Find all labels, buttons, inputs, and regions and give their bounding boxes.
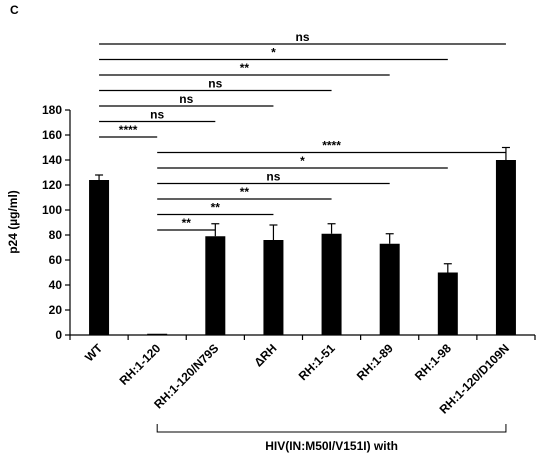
x-tick-label: RH:1-89 <box>354 341 396 383</box>
significance-label: ** <box>240 185 250 199</box>
significance-label: **** <box>119 123 138 137</box>
y-tick-label: 180 <box>42 103 62 117</box>
significance-label: **** <box>322 139 341 153</box>
error-bars <box>95 146 510 273</box>
significance-label: * <box>300 154 305 168</box>
x-tick-label: RH:1-120 <box>117 341 164 388</box>
significance-label: ns <box>295 30 309 44</box>
bars <box>89 160 516 335</box>
y-tick-label: 40 <box>49 278 63 292</box>
bar <box>437 272 458 335</box>
y-tick-label: 100 <box>42 203 62 217</box>
significance-label: ns <box>208 77 222 91</box>
x-tick-label: WT <box>82 341 106 365</box>
significance-label: ns <box>179 92 193 106</box>
x-tick-label: ΔRH <box>251 341 279 369</box>
significance-label: ns <box>266 170 280 184</box>
bar <box>89 180 110 335</box>
bar <box>379 243 400 335</box>
y-tick-label: 160 <box>42 128 62 142</box>
x-tick-label: RH:1-51 <box>296 341 338 383</box>
y-tick-label: 120 <box>42 178 62 192</box>
group-label: HIV(IN:M50I/V151I) with <box>265 439 398 453</box>
bar <box>205 236 226 335</box>
panel-label: C <box>10 3 19 17</box>
significance-label: ** <box>182 216 192 230</box>
y-tick-label: 60 <box>49 253 63 267</box>
y-tick-label: 140 <box>42 153 62 167</box>
bar <box>495 160 516 335</box>
x-tick-label: RH:1-98 <box>412 341 454 383</box>
y-ticks: 0 20 40 60 80 100 120 140 160 180 <box>42 103 70 342</box>
significance-label: ns <box>150 108 164 122</box>
y-tick-label: 80 <box>49 228 63 242</box>
bar <box>263 240 284 335</box>
y-axis-title: p24 (µg/ml) <box>6 190 20 254</box>
significance-label: ** <box>240 61 250 75</box>
significance-label: ** <box>211 201 221 215</box>
significance-label: * <box>271 46 276 60</box>
group-bracket <box>156 424 507 433</box>
bar <box>147 333 168 335</box>
bar <box>321 233 342 335</box>
y-tick-label: 0 <box>55 328 62 342</box>
y-tick-label: 20 <box>49 303 63 317</box>
